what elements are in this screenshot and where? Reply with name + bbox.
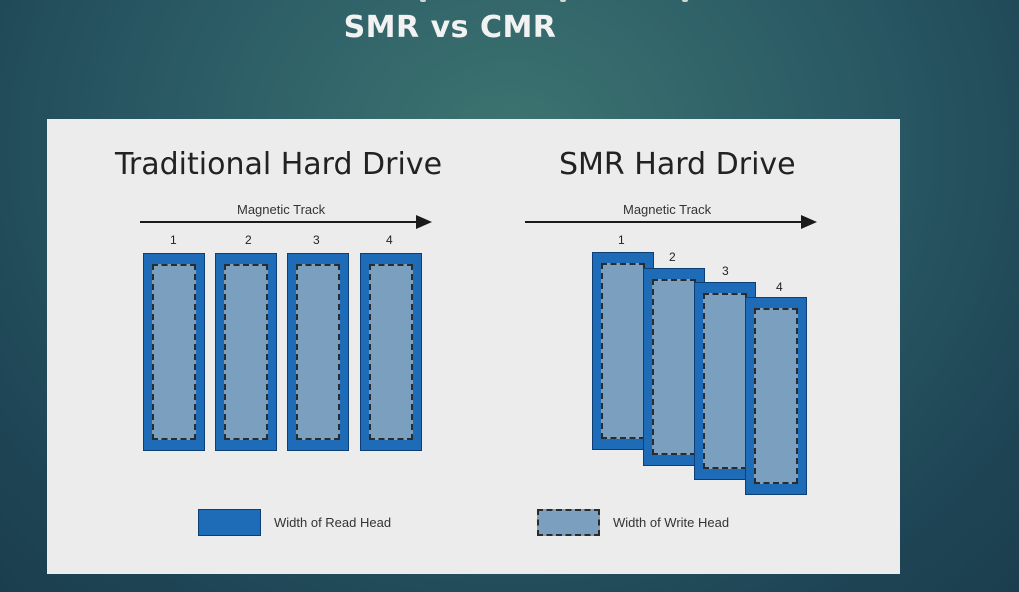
smr-track-arrow [525, 215, 817, 229]
read-head-legend-swatch [198, 509, 261, 536]
smr-track [745, 297, 807, 495]
traditional-diagram-title: Traditional Hard Drive [115, 147, 443, 182]
write-head-region [754, 308, 798, 484]
write-head-region [652, 279, 696, 455]
write-head-legend-label: Width of Write Head [613, 515, 730, 530]
traditional-track [360, 253, 422, 451]
traditional-track-number: 2 [245, 233, 252, 247]
traditional-track-number: 1 [170, 233, 177, 247]
traditional-track-arrow [140, 215, 432, 229]
traditional-track [215, 253, 277, 451]
smr-track-number: 4 [776, 280, 783, 294]
write-head-region [152, 264, 196, 440]
smr-diagram-title: SMR Hard Drive [559, 147, 796, 182]
write-head-region [601, 263, 645, 439]
write-head-region [369, 264, 413, 440]
smr-track-label: Magnetic Track [623, 202, 712, 217]
smr-track-number: 1 [618, 233, 625, 247]
traditional-track [287, 253, 349, 451]
traditional-track-number: 3 [313, 233, 320, 247]
write-head-region [296, 264, 340, 440]
write-head-legend-swatch [537, 509, 600, 536]
traditional-track [143, 253, 205, 451]
write-head-region [703, 293, 747, 469]
traditional-track-number: 4 [386, 233, 393, 247]
slide-title: SMR vs CMR [343, 10, 557, 45]
smr-track-number: 3 [722, 264, 729, 278]
diagram-panel: Traditional Hard Drive Magnetic Track 1 … [47, 119, 900, 574]
smr-track-number: 2 [669, 250, 676, 264]
write-head-region [224, 264, 268, 440]
read-head-legend-label: Width of Read Head [274, 515, 392, 530]
traditional-track-label: Magnetic Track [237, 202, 326, 217]
cropped-subtitle-line [420, 0, 690, 4]
